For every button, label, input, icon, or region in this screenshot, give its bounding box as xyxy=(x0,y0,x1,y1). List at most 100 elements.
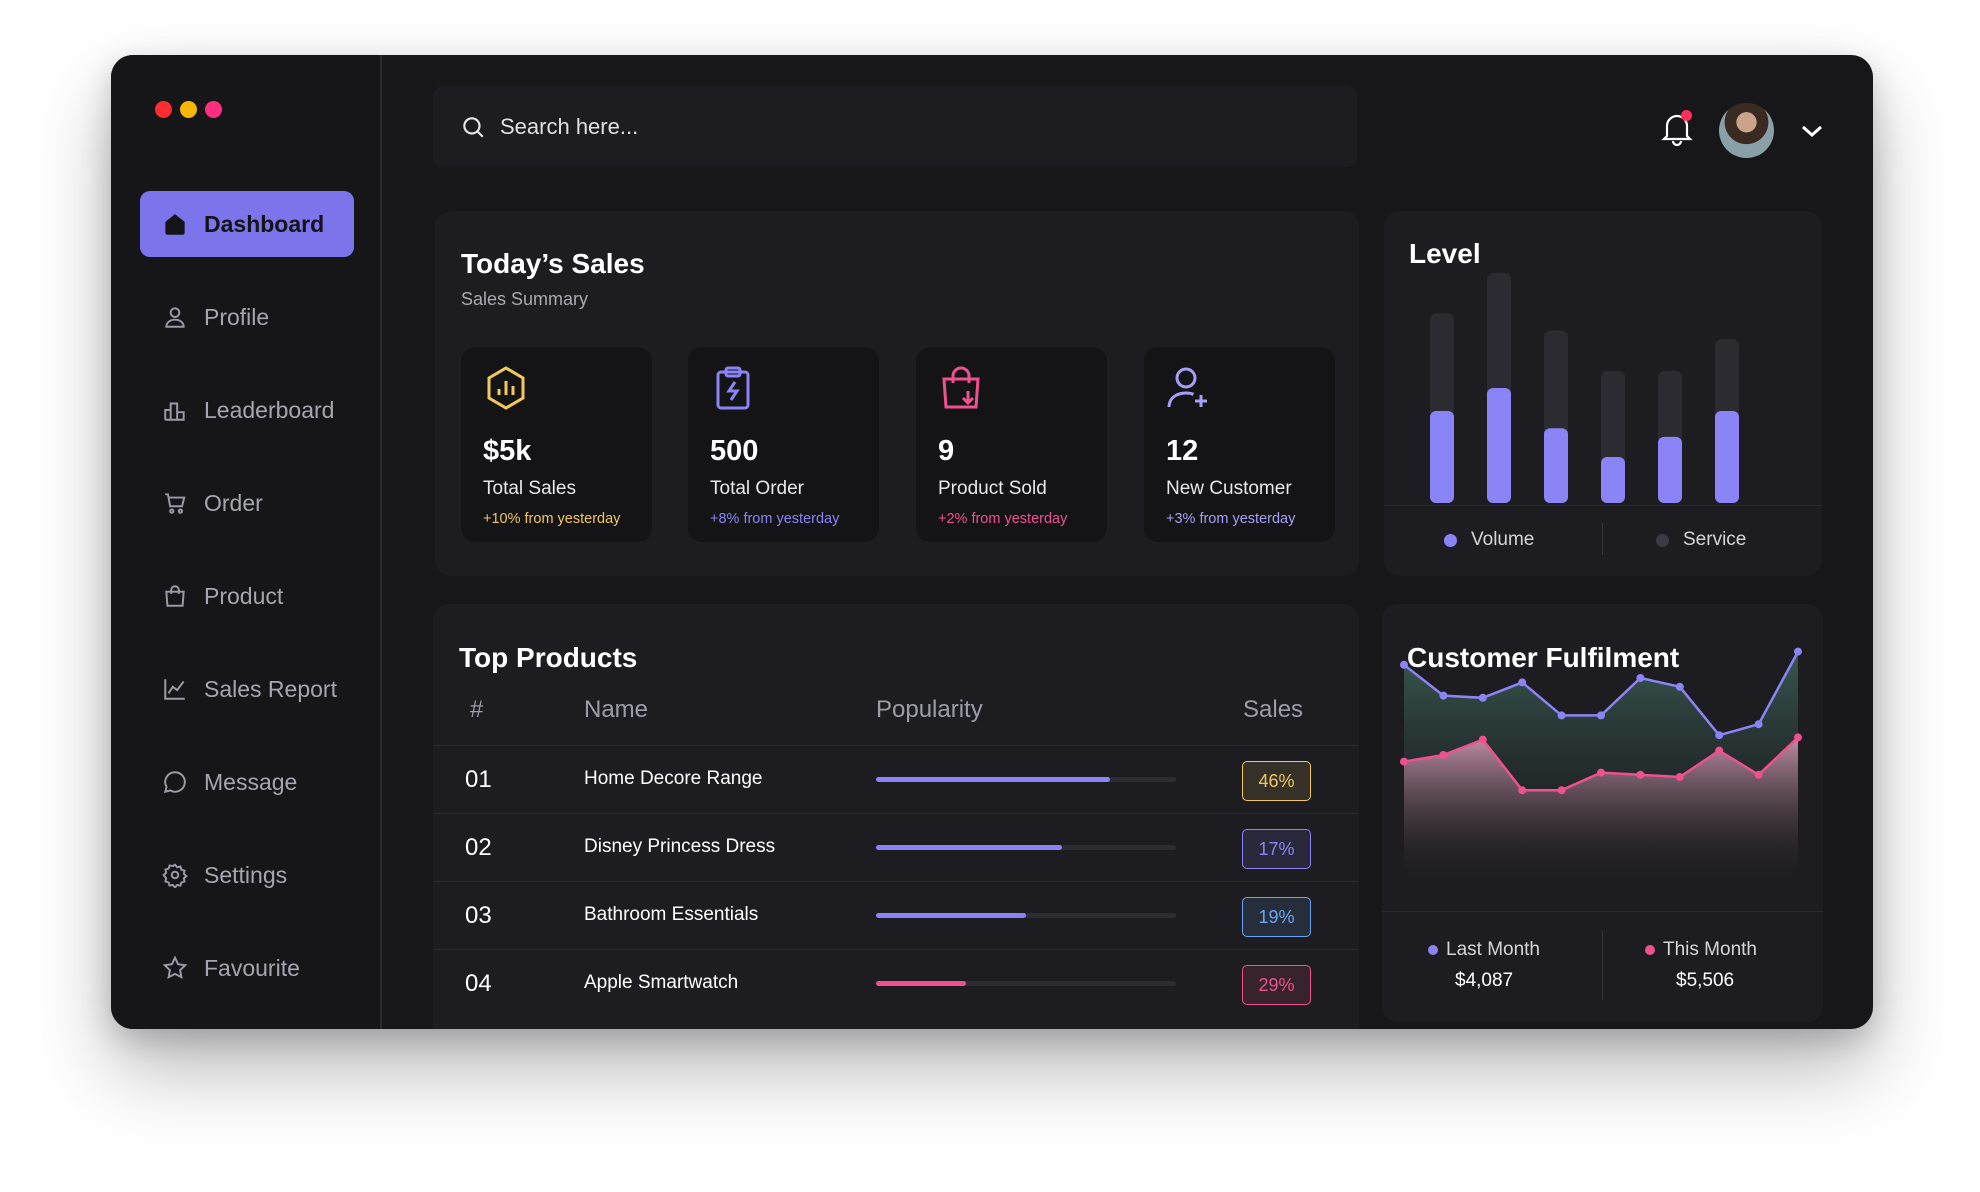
stat-new-customer[interactable]: 12 New Customer +3% from yesterday xyxy=(1144,347,1335,542)
top-products-card: Top Products # Name Popularity Sales 01 … xyxy=(433,604,1359,1029)
popularity-bar xyxy=(876,845,1176,850)
this-month-point xyxy=(1636,770,1645,779)
gear-icon xyxy=(162,863,188,888)
stat-total-order[interactable]: 500 Total Order +8% from yesterday xyxy=(688,347,879,542)
sidebar-item-favourite[interactable]: Favourite xyxy=(140,935,354,1001)
minimize-dot[interactable] xyxy=(180,101,197,118)
sales-badge: 29% xyxy=(1242,965,1311,1005)
stat-change: +3% from yesterday xyxy=(1166,511,1296,527)
sidebar-item-label: Leaderboard xyxy=(204,396,335,423)
stat-product-sold[interactable]: 9 Product Sold +2% from yesterday xyxy=(916,347,1107,542)
this-month-point xyxy=(1715,746,1724,755)
volume-bar xyxy=(1487,388,1511,503)
maximize-dot[interactable] xyxy=(205,101,222,118)
sales-badge: 46% xyxy=(1242,761,1311,801)
popularity-bar xyxy=(876,981,1176,986)
legend-label: Service xyxy=(1683,529,1747,550)
sidebar-item-label: Favourite xyxy=(204,954,300,981)
user-icon xyxy=(165,307,185,328)
hexagon-chart-icon xyxy=(487,366,525,410)
close-dot[interactable] xyxy=(155,101,172,118)
level-card: Level Volume Service xyxy=(1384,211,1822,576)
column-header: # xyxy=(470,696,484,723)
card-title: Top Products xyxy=(459,642,638,673)
app-window: Dashboard Profile Leaderboard Order Prod… xyxy=(111,55,1873,1029)
chevron-down-icon[interactable] xyxy=(1799,121,1825,141)
stat-value: 12 xyxy=(1166,435,1199,467)
sidebar-item-label: Product xyxy=(204,582,284,609)
popularity-fill xyxy=(876,981,966,986)
sidebar-item-message[interactable]: Message xyxy=(140,749,354,815)
card-title: Customer Fulfilment xyxy=(1407,642,1680,673)
this-month-value: $5,506 xyxy=(1676,970,1735,991)
legend-label: Last Month xyxy=(1446,939,1540,960)
row-number: 02 xyxy=(465,834,492,861)
sidebar-item-product[interactable]: Product xyxy=(140,563,354,629)
stat-value: $5k xyxy=(483,435,532,467)
clipboard-bolt-icon xyxy=(716,366,750,410)
last-month-value: $4,087 xyxy=(1455,970,1514,991)
fulfilment-area-chart xyxy=(1400,647,1802,884)
table-row[interactable]: 01 Home Decore Range 46% xyxy=(433,745,1359,813)
sidebar-item-label: Sales Report xyxy=(204,675,337,702)
sidebar-item-leaderboard[interactable]: Leaderboard xyxy=(140,377,354,443)
sidebar-item-order[interactable]: Order xyxy=(140,470,354,536)
window-controls xyxy=(155,101,222,118)
last-month-point xyxy=(1557,711,1566,720)
this-month-point xyxy=(1478,735,1487,744)
sidebar-item-sales-report[interactable]: Sales Report xyxy=(140,656,354,722)
last-month-point xyxy=(1518,678,1527,687)
chart-divider xyxy=(1382,911,1823,912)
notification-dot xyxy=(1681,110,1692,121)
star-icon xyxy=(162,955,188,980)
search-bar[interactable] xyxy=(433,86,1357,167)
stat-label: Total Sales xyxy=(483,478,576,499)
last-month-point xyxy=(1675,682,1684,691)
legend-label: This Month xyxy=(1663,939,1757,960)
message-icon xyxy=(163,771,186,794)
notification-bell[interactable] xyxy=(1661,110,1693,147)
last-month-point xyxy=(1636,674,1645,682)
table-row[interactable]: 02 Disney Princess Dress 17% xyxy=(433,813,1359,881)
this-month-point xyxy=(1597,768,1605,777)
stat-total-sales[interactable]: $5k Total Sales +10% from yesterday xyxy=(461,347,652,542)
this-month-point xyxy=(1557,786,1566,795)
leaderboard-icon xyxy=(164,402,185,421)
row-number: 04 xyxy=(465,970,492,997)
row-number: 03 xyxy=(465,902,492,929)
search-input[interactable] xyxy=(500,113,1300,140)
last-month-point xyxy=(1715,731,1724,740)
card-subtitle: Sales Summary xyxy=(461,289,589,309)
avatar[interactable] xyxy=(1719,103,1774,158)
table-row[interactable]: 03 Bathroom Essentials 19% xyxy=(433,881,1359,949)
card-title: Today’s Sales xyxy=(461,248,645,279)
bag-icon xyxy=(165,585,185,607)
table-row[interactable]: 04 Apple Smartwatch 29% xyxy=(433,949,1359,1017)
sidebar-item-profile[interactable]: Profile xyxy=(140,284,354,350)
product-name: Bathroom Essentials xyxy=(584,904,759,925)
customer-fulfilment-card: Customer Fulfilment Last Month $4,087 Th… xyxy=(1382,604,1823,1022)
product-name: Home Decore Range xyxy=(584,768,763,789)
volume-bar xyxy=(1715,411,1739,503)
stat-label: Total Order xyxy=(710,478,804,499)
search-icon xyxy=(463,116,484,138)
legend-this-month: This Month xyxy=(1645,939,1757,961)
todays-sales-card: Today’s Sales Sales Summary $5k Total Sa… xyxy=(435,211,1359,576)
product-name: Disney Princess Dress xyxy=(584,836,776,857)
volume-bar xyxy=(1544,428,1568,503)
sidebar-item-dashboard[interactable]: Dashboard xyxy=(140,191,354,257)
sidebar-item-settings[interactable]: Settings xyxy=(140,842,354,908)
popularity-bar xyxy=(876,913,1176,918)
volume-bar xyxy=(1658,436,1682,503)
sales-badge: 19% xyxy=(1242,897,1311,937)
legend-divider xyxy=(1602,523,1603,555)
legend-dot xyxy=(1645,945,1655,955)
sidebar-item-label: Order xyxy=(204,489,263,516)
this-month-point xyxy=(1794,733,1802,742)
legend-last-month: Last Month xyxy=(1428,939,1540,961)
last-month-point xyxy=(1478,693,1487,702)
stat-label: New Customer xyxy=(1166,478,1292,499)
stat-label: Product Sold xyxy=(938,478,1047,499)
last-month-point xyxy=(1597,711,1605,720)
card-title: Level xyxy=(1409,238,1481,269)
